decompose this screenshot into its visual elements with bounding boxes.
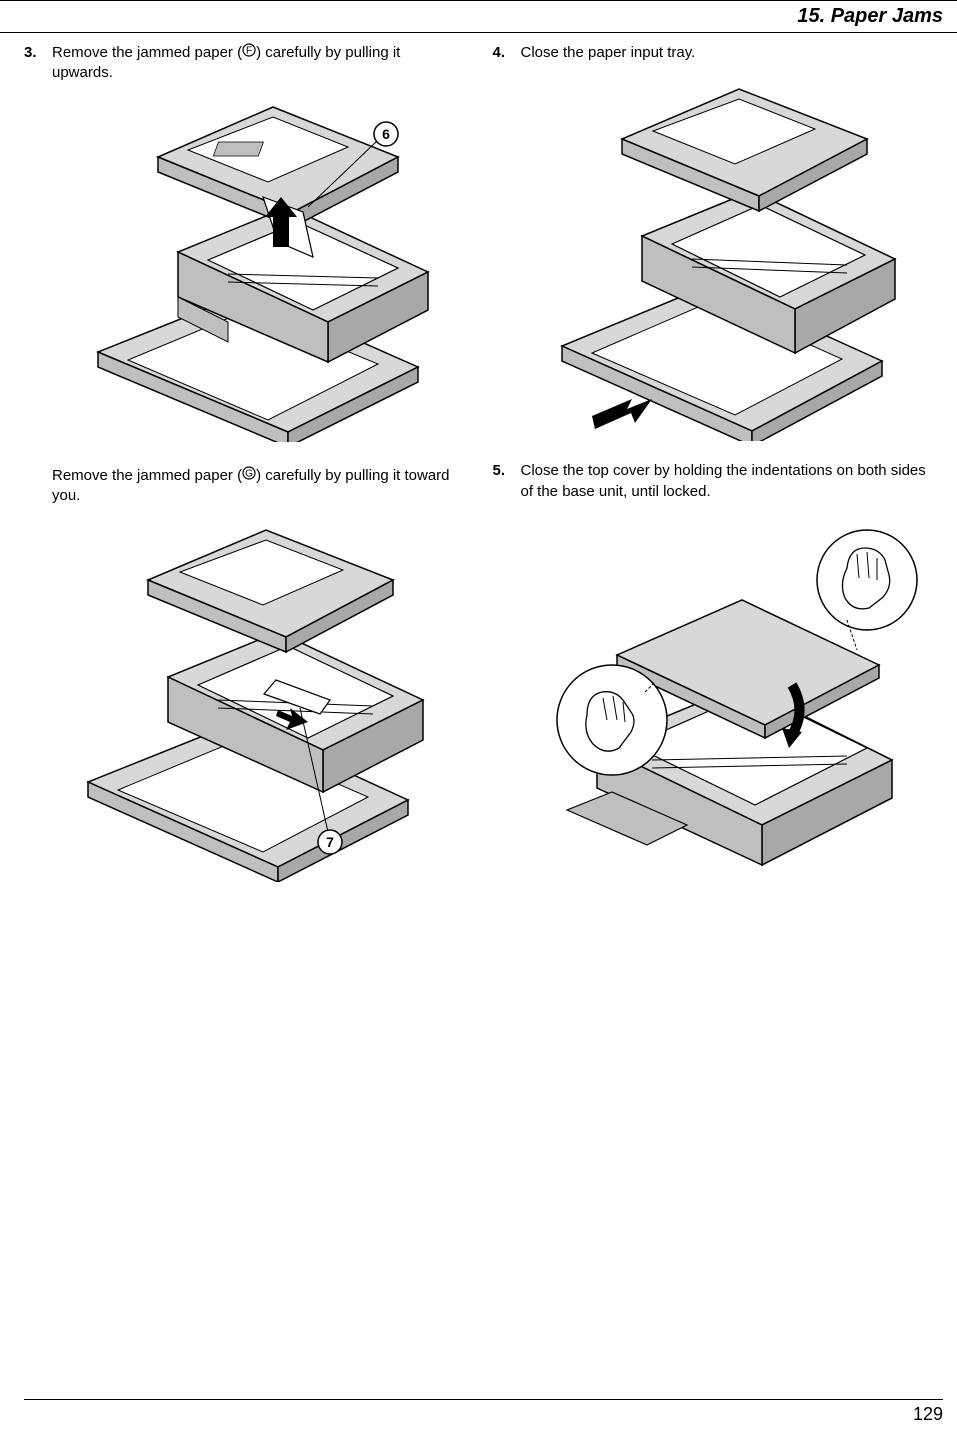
step-3: 3. Remove the jammed paper (F) carefully… bbox=[24, 43, 465, 84]
step-4-text: Close the paper input tray. bbox=[521, 43, 696, 63]
page-footer: 129 bbox=[24, 1399, 943, 1425]
circled-ref-7: G bbox=[242, 466, 256, 486]
printer-illustration-close-cover bbox=[527, 520, 927, 900]
close-tray-arrow-icon bbox=[592, 399, 652, 429]
figure-step5 bbox=[521, 520, 934, 900]
callout-6-label: 6 bbox=[382, 126, 390, 142]
callout-7-label: 7 bbox=[326, 834, 334, 850]
step-5-number: 5. bbox=[493, 461, 511, 502]
circled-ref-6: F bbox=[242, 43, 256, 63]
step-3-text: Remove the jammed paper (F) carefully by… bbox=[52, 43, 465, 84]
step-4: 4. Close the paper input tray. bbox=[493, 43, 934, 63]
left-column: 3. Remove the jammed paper (F) carefully… bbox=[24, 43, 465, 920]
svg-text:G: G bbox=[245, 468, 253, 479]
page-header: 15. Paper Jams bbox=[0, 0, 957, 33]
printer-illustration-7: 7 bbox=[68, 522, 448, 882]
page-number: 129 bbox=[913, 1404, 943, 1424]
printer-illustration-close-tray bbox=[537, 81, 917, 441]
printer-illustration-6: 6 bbox=[68, 102, 448, 442]
step-5: 5. Close the top cover by holding the in… bbox=[493, 461, 934, 502]
content-area: 3. Remove the jammed paper (F) carefully… bbox=[0, 33, 957, 920]
figure-step3-upper: 6 bbox=[52, 102, 465, 442]
figure-step4 bbox=[521, 81, 934, 441]
step-3-number: 3. bbox=[24, 43, 42, 84]
step-4-number: 4. bbox=[493, 43, 511, 63]
figure-step3-lower: 7 bbox=[52, 522, 465, 882]
step-5-text: Close the top cover by holding the inden… bbox=[521, 461, 934, 502]
svg-text:F: F bbox=[246, 46, 252, 57]
step-3-subtext: Remove the jammed paper (G) carefully by… bbox=[52, 466, 465, 507]
right-column: 4. Close the paper input tray. bbox=[493, 43, 934, 920]
header-title: 15. Paper Jams bbox=[797, 5, 943, 27]
